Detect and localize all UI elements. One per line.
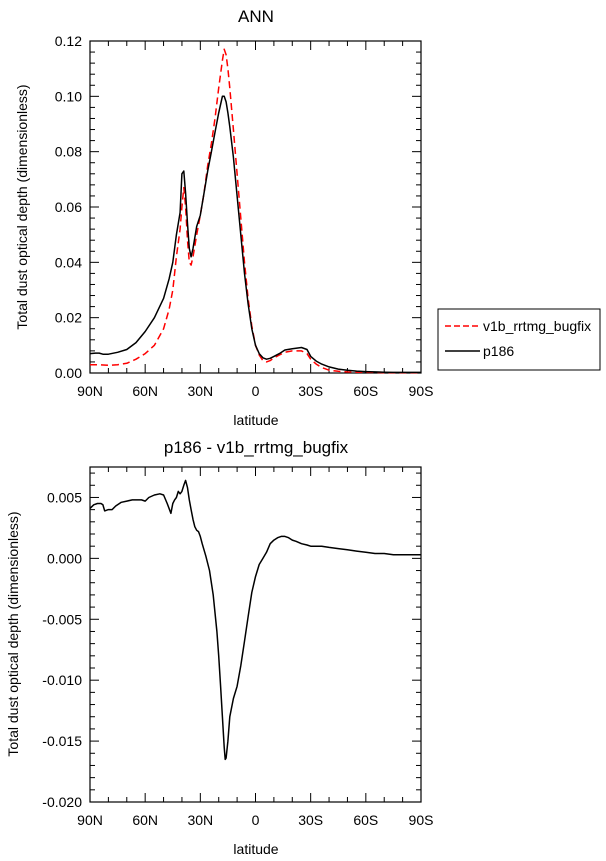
series-line-p186	[89, 95, 421, 374]
y-tick-label: 0.12	[55, 33, 82, 49]
x-axis-label: latitude	[233, 412, 278, 428]
x-tick-label: 60S	[353, 812, 378, 828]
legend-label-p186: p186	[483, 343, 514, 359]
x-tick-label: 60N	[132, 383, 158, 399]
axis-ticks: 90N 60N 30N 0 30S 60S 90S 0.00 0.02 0.04 0.06 0.08 0…	[55, 33, 434, 399]
y-tick-label: 0.005	[47, 489, 82, 505]
legend-box	[437, 308, 601, 371]
chart-title: p186 - v1b_rrtmg_bugfix	[164, 438, 349, 457]
y-tick-label: 0.10	[55, 88, 82, 104]
x-tick-label: 30N	[187, 383, 213, 399]
x-tick-label: 30S	[298, 812, 323, 828]
x-tick-label: 30N	[187, 812, 213, 828]
y-tick-label: -0.015	[42, 733, 82, 749]
x-tick-label: 30S	[298, 383, 323, 399]
x-tick-label: 60N	[132, 812, 158, 828]
chart-difference: p186 - v1b_rrtmg_bugfix 90N 60N 30N 0 30S 60S…	[5, 438, 433, 857]
y-tick-label: -0.005	[42, 611, 82, 627]
chart-title: ANN	[238, 7, 274, 26]
y-tick-label: 0.000	[47, 550, 82, 566]
series-line-v1b-rrtmg-bugfix	[90, 48, 421, 374]
y-tick-label: 0.00	[55, 365, 82, 381]
x-tick-label: 90N	[77, 812, 103, 828]
y-tick-label: 0.02	[55, 310, 82, 326]
y-tick-label: 0.06	[55, 199, 82, 215]
y-axis-label: Total dust optical depth (dimensionless)	[14, 84, 30, 329]
legend-label-v1b-rrtmg-bugfix: v1b_rrtmg_bugfix	[483, 318, 591, 334]
y-tick-label: -0.020	[42, 794, 82, 810]
x-tick-label: 0	[252, 383, 260, 399]
series-layer	[89, 479, 421, 761]
y-tick-label: 0.04	[55, 254, 82, 270]
series-line-difference	[89, 479, 421, 761]
x-axis-label: latitude	[233, 841, 278, 857]
plot-frame	[89, 466, 422, 803]
x-tick-label: 60S	[353, 383, 378, 399]
y-tick-label: -0.010	[42, 672, 82, 688]
chart-annual-mean: ANN 90N 60N 30N 0 30S 60S 90S 0.00 0.02 0.04 0.06 0…	[14, 7, 433, 428]
x-tick-label: 90N	[77, 383, 103, 399]
axis-ticks: 90N 60N 30N 0 30S 60S 90S 0.005 0.000 -0.005 -0.01…	[42, 467, 433, 828]
plot-frame	[89, 40, 422, 374]
x-tick-label: 90S	[409, 383, 434, 399]
y-tick-label: 0.08	[55, 144, 82, 160]
series-layer	[89, 48, 421, 374]
legend: v1b_rrtmg_bugfix p186	[437, 308, 601, 371]
x-tick-label: 0	[252, 812, 260, 828]
y-axis-label: Total dust optical depth (dimensionless)	[5, 511, 21, 756]
x-tick-label: 90S	[409, 812, 434, 828]
